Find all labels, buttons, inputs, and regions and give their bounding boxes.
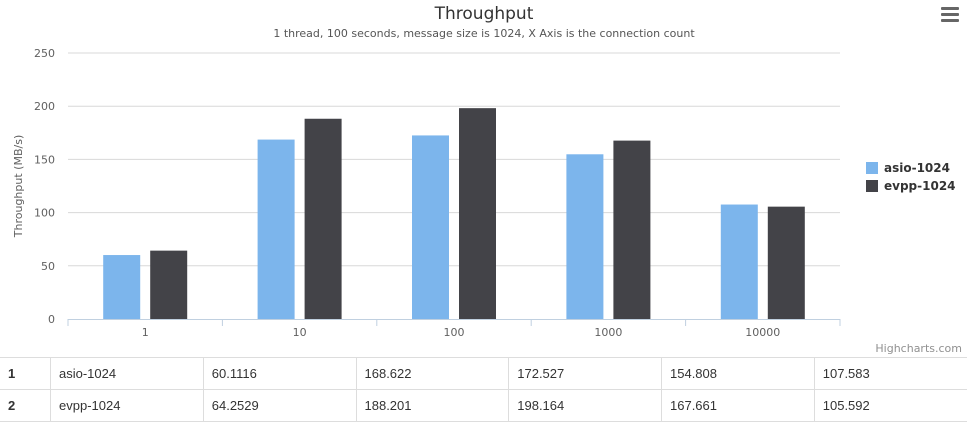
y-axis-label: Throughput (MB/s) [12,135,25,238]
chart-subtitle: 1 thread, 100 seconds, message size is 1… [273,27,695,40]
table-cell: 198.164 [508,389,662,422]
y-tick-label: 250 [34,47,55,60]
table-cell: 167.661 [661,389,815,422]
x-tick-label: 100 [444,326,465,339]
x-tick-label: 1 [142,326,149,339]
bar-asio-1024[interactable] [103,255,141,319]
bar-evpp-1024[interactable] [304,118,342,319]
table-cell: 154.808 [661,357,815,390]
throughput-chart: Throughput 1 thread, 100 seconds, messag… [12,4,962,355]
row-index-cell: 1 [0,357,51,390]
chart-title: Throughput [434,4,534,24]
legend-swatch [866,162,878,174]
table-cell: 64.2529 [202,389,356,422]
series-name-cell: evpp-1024 [50,389,204,422]
table-cell: 60.1116 [202,357,356,390]
chart-svg: Throughput 1 thread, 100 seconds, messag… [12,4,962,355]
series-name-cell: asio-1024 [50,357,204,390]
bar-asio-1024[interactable] [566,154,604,319]
table-row: 2 evpp-1024 64.2529 188.201 198.164 167.… [0,389,967,422]
legend-swatch [866,180,878,192]
table-cell: 172.527 [508,357,662,390]
bar-evpp-1024[interactable] [459,108,496,319]
x-tick-label: 10000 [745,326,780,339]
bar-evpp-1024[interactable] [613,140,651,319]
table-cell: 188.201 [355,389,509,422]
bar-evpp-1024[interactable] [150,250,188,319]
y-tick-label: 100 [34,207,55,220]
bar-asio-1024[interactable] [257,139,295,319]
table-cell: 168.622 [355,357,509,390]
credits-link[interactable]: Highcharts.com [875,342,962,355]
legend-item[interactable]: asio-1024 [884,161,950,175]
data-table: 1 asio-1024 60.1116 168.622 172.527 154.… [0,357,967,422]
bar-asio-1024[interactable] [720,204,758,319]
y-tick-label: 0 [48,313,55,326]
legend-item[interactable]: evpp-1024 [884,179,956,193]
menu-line [941,19,959,22]
bar-asio-1024[interactable] [412,135,449,319]
x-tick-label: 1000 [594,326,622,339]
hamburger-menu-icon[interactable] [941,7,959,23]
table-cell: 107.583 [813,357,967,390]
row-index-cell: 2 [0,389,51,422]
bar-evpp-1024[interactable] [767,206,805,319]
menu-line [941,7,959,10]
y-tick-label: 50 [41,260,55,273]
y-tick-label: 150 [34,153,55,166]
x-tick-label: 10 [293,326,307,339]
y-tick-label: 200 [34,100,55,113]
table-row: 1 asio-1024 60.1116 168.622 172.527 154.… [0,357,967,390]
table-cell: 105.592 [813,389,967,422]
menu-line [941,13,959,16]
